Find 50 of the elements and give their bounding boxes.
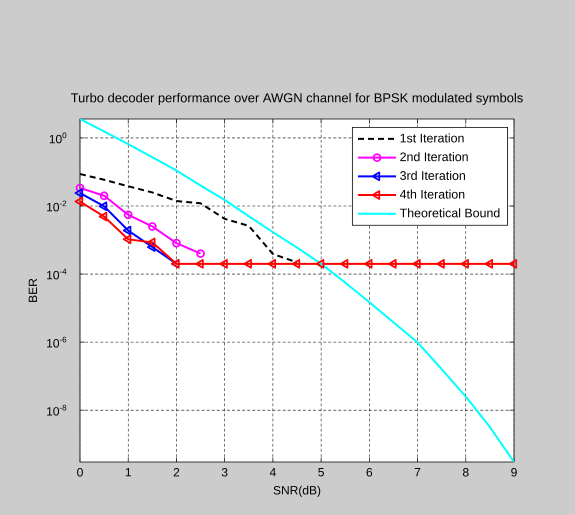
- x-tick-label: 7: [414, 468, 420, 476]
- point: [122, 226, 132, 236]
- point: [340, 259, 348, 269]
- point: [267, 259, 276, 269]
- y-tick-label: 10$^{-4}$: [47, 268, 66, 280]
- point: [219, 259, 228, 269]
- x-tick-label: 4: [270, 468, 276, 476]
- point: [412, 259, 421, 269]
- y-tick-label: 10$^{-2}$: [47, 200, 66, 212]
- y-axis-title: BER: [28, 278, 38, 302]
- point: [484, 259, 494, 269]
- x-tick-label: 3: [222, 468, 228, 477]
- legend-label: 1st Iteration: [400, 133, 464, 143]
- point: [364, 259, 372, 269]
- legend-label: Theoretical Bound: [400, 208, 500, 218]
- point: [98, 202, 108, 212]
- point: [292, 259, 300, 269]
- point: [172, 238, 181, 248]
- point: [243, 259, 252, 269]
- point: [146, 238, 156, 248]
- legend-label: 4th Iteration: [400, 190, 464, 199]
- point: [436, 259, 445, 269]
- point: [388, 259, 397, 269]
- y-tick-label: 10$^{0}$: [50, 132, 66, 144]
- x-tick-label: 5: [318, 468, 324, 476]
- x-tick-label: 1: [126, 468, 131, 476]
- point: [74, 188, 84, 198]
- x-tick-label: 9: [511, 468, 517, 477]
- point: [460, 259, 469, 269]
- x-axis-title: SNR(dB): [274, 486, 320, 497]
- x-tick-label: 0: [77, 468, 83, 477]
- point: [122, 234, 132, 244]
- point: [146, 242, 156, 252]
- point: [100, 191, 108, 200]
- line-series: [80, 119, 514, 462]
- point: [124, 210, 133, 220]
- point: [148, 222, 157, 231]
- point: [98, 212, 108, 222]
- point: [508, 259, 518, 269]
- y-tick-label: 10$^{-8}$: [47, 404, 66, 416]
- point: [74, 196, 84, 206]
- y-tick-label: 10$^{-6}$: [47, 336, 66, 348]
- chart-title: Turbo decoder performance over AWGN channel for BPSK modulated symbols: [70, 92, 523, 105]
- x-tick-label: 6: [366, 468, 372, 477]
- legend-label: 3rd Iteration: [400, 170, 465, 180]
- legend-label: 2nd Iteration: [400, 152, 468, 162]
- x-tick-label: 2: [174, 468, 180, 476]
- point: [316, 259, 324, 269]
- x-tick-label: 8: [462, 468, 469, 477]
- point: [195, 259, 204, 269]
